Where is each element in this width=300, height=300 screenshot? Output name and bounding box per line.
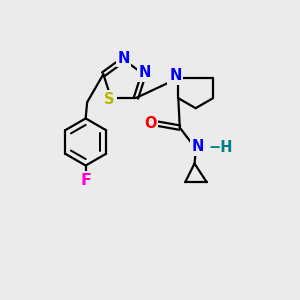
Text: N: N (117, 51, 130, 66)
Text: N: N (169, 68, 182, 83)
Text: S: S (104, 92, 115, 107)
Text: O: O (144, 116, 157, 131)
Text: −H: −H (208, 140, 233, 155)
Text: N: N (139, 65, 151, 80)
Text: N: N (191, 139, 204, 154)
Text: F: F (80, 173, 91, 188)
